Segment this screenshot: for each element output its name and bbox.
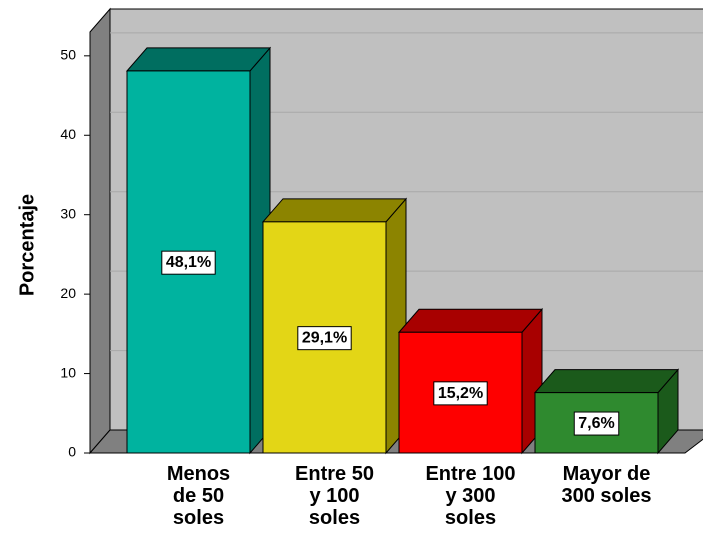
- data-label: 15,2%: [438, 385, 483, 402]
- y-tick-label: 20: [60, 285, 76, 301]
- x-tick-label: Entre 50 y 100 soles: [295, 463, 374, 529]
- data-label: 7,6%: [578, 415, 614, 432]
- y-tick-label: 30: [60, 205, 76, 221]
- data-label: 48,1%: [166, 254, 211, 271]
- y-tick-label: 50: [60, 47, 76, 63]
- data-label-box: [161, 250, 216, 275]
- x-tick-label: Entre 100 y 300 soles: [425, 463, 516, 529]
- data-label: 29,1%: [302, 330, 347, 347]
- x-tick-label: Mayor de 300 soles: [561, 463, 652, 507]
- bar-top: [533, 369, 680, 394]
- data-label-box: [297, 326, 352, 351]
- x-tick-label: Menos de 50 soles: [166, 463, 231, 529]
- y-tick-label: 10: [60, 364, 76, 380]
- bar-top: [261, 198, 408, 223]
- bar-top: [125, 47, 272, 72]
- left-wall: [89, 7, 111, 455]
- y-axis-label: Porcentaje: [16, 194, 38, 296]
- y-tick-label: 40: [60, 126, 76, 142]
- y-tick-label: 0: [68, 444, 76, 460]
- data-label-box: [573, 411, 620, 436]
- bar-top: [397, 308, 544, 333]
- data-label-box: [433, 381, 488, 406]
